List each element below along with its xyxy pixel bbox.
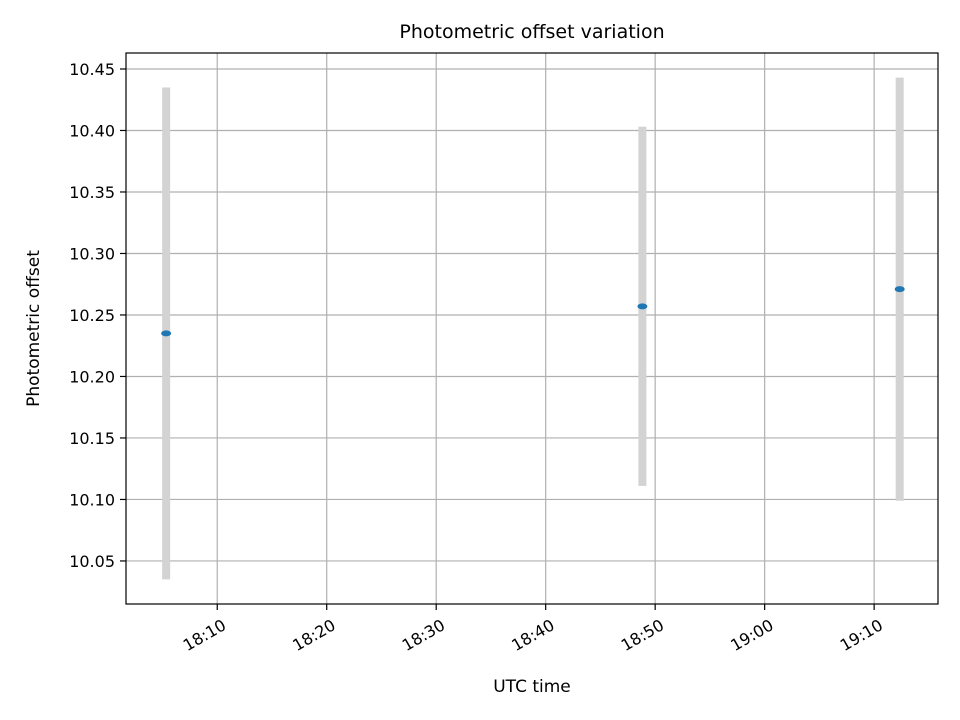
data-point [894,286,905,293]
y-tick-label: 10.25 [69,306,115,325]
grid [126,53,938,604]
y-tick-label: 10.40 [69,121,115,140]
y-tick-label: 10.05 [69,552,115,571]
y-tick-label: 10.10 [69,490,115,509]
chart-title: Photometric offset variation [399,21,664,43]
y-tick-label: 10.30 [69,244,115,263]
y-tick-label: 10.35 [69,183,115,202]
data-point [637,303,648,310]
plot-frame [125,52,939,605]
y-axis-label: Photometric offset [24,250,44,407]
y-tick-label: 10.20 [69,367,115,386]
data-points [161,286,905,337]
data-point [161,330,172,337]
y-axis-ticks: 10.05 10.10 10.15 10.20 10.25 10.30 10.35 10.40… [69,60,126,571]
y-tick-label: 10.45 [69,60,115,79]
x-axis-label: UTC time [493,677,571,697]
y-tick-label: 10.15 [69,429,115,448]
